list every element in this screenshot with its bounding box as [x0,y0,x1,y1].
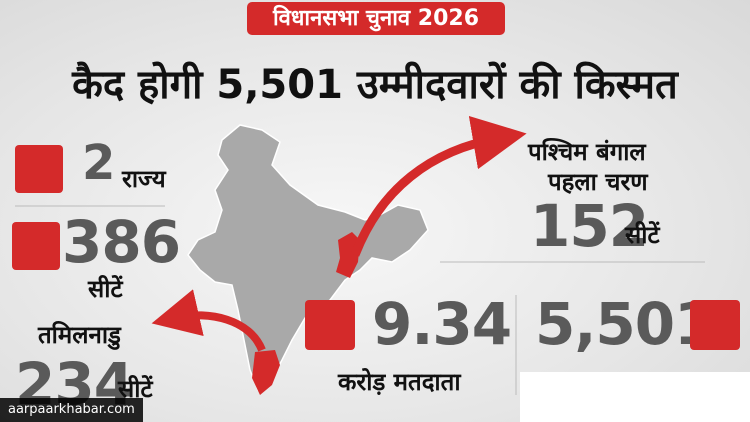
candidate-icon [690,300,740,350]
tamil-nadu-highlight [252,350,280,395]
west-bengal-highlight [336,232,360,278]
badge: विधानसभा चुनाव 2026 [247,2,505,35]
phase: पहला चरण [548,168,648,196]
stat-number: 386 [62,208,181,276]
stat-label: सीटें [625,221,660,249]
stat-label: सीटें [88,275,123,303]
headline: कैद होगी 5,501 उम्मीदवारों की किस्मत [72,62,678,108]
voter-icon [305,300,355,350]
arrow [151,289,266,352]
watermark: aarpaarkhabar.com [0,398,143,422]
map-icon [15,145,63,193]
state-name: पश्चिम बंगाल [528,138,646,166]
stat-number: 152 [530,192,649,260]
stat-number: 5,501 [535,290,714,358]
cover-box [520,372,750,422]
state-name: तमिलनाडु [38,321,121,349]
stat-number: 2 [82,135,115,191]
assembly-icon [12,222,60,270]
stat-label: राज्य [122,165,166,193]
stat-number: 9.34 [372,290,512,358]
stat-label: करोड़ मतदाता [338,368,461,396]
arrow [350,115,527,257]
